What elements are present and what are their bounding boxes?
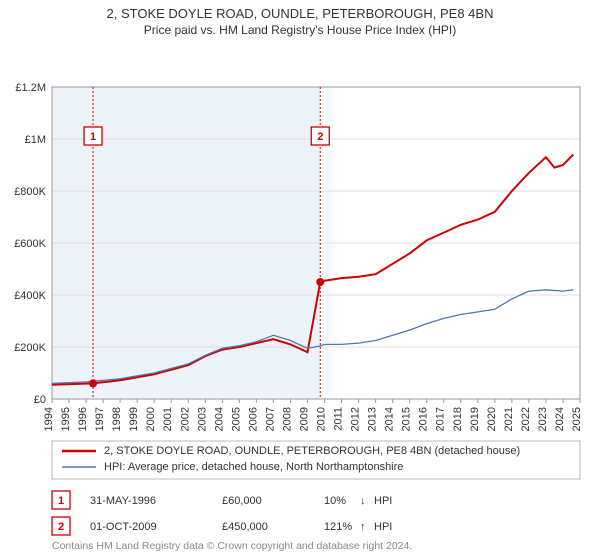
x-tick-label: 2005: [230, 407, 242, 431]
x-tick-label: 2017: [435, 407, 447, 431]
x-tick-label: 2007: [264, 407, 276, 431]
y-tick-label: £0: [34, 394, 46, 406]
sale-marker-number: 2: [317, 131, 323, 143]
legend-label: HPI: Average price, detached house, Nort…: [104, 461, 403, 473]
sale-delta: 10%: [324, 495, 346, 507]
sale-row-number: 2: [58, 521, 64, 533]
x-tick-label: 2002: [179, 407, 191, 431]
sale-row-number: 1: [58, 495, 64, 507]
sale-marker-number: 1: [90, 131, 96, 143]
x-tick-label: 2012: [350, 407, 362, 431]
y-tick-label: £800K: [14, 186, 46, 198]
sale-direction-icon: ↓: [360, 495, 366, 507]
x-tick-label: 2004: [213, 407, 225, 431]
sale-direction-icon: ↑: [360, 521, 366, 533]
y-tick-label: £600K: [14, 238, 46, 250]
sale-date: 31-MAY-1996: [90, 495, 156, 507]
legend-label: 2, STOKE DOYLE ROAD, OUNDLE, PETERBOROUG…: [104, 445, 520, 457]
x-tick-label: 2016: [418, 407, 430, 431]
chart-title: 2, STOKE DOYLE ROAD, OUNDLE, PETERBOROUG…: [0, 6, 600, 21]
x-tick-label: 2025: [571, 407, 583, 431]
footer-line: Contains HM Land Registry data © Crown c…: [52, 540, 412, 552]
price-chart: £0 £200K £400K £600K £800K £1M £1.2M 1994 1995 19…: [0, 37, 600, 552]
x-tick-label: 1997: [94, 407, 106, 431]
x-tick-label: 2022: [520, 407, 532, 431]
price-chart-container: { "header": { "title": "2, STOKE DOYLE R…: [0, 0, 600, 560]
x-tick-label: 2009: [298, 407, 310, 431]
y-tick-label: £200K: [14, 342, 46, 354]
x-tick-label: 2003: [196, 407, 208, 431]
x-tick-label: 1999: [128, 407, 140, 431]
sale-row: 31-MAY-1996 £60,000 10% ↓ HPI: [90, 495, 392, 507]
x-tick-label: 2014: [384, 407, 396, 431]
y-tick-label: £1.2M: [15, 82, 46, 94]
x-tick-label: 1998: [111, 407, 123, 431]
x-tick-label: 2013: [367, 407, 379, 431]
x-tick-label: 2020: [486, 407, 498, 431]
sale-row: 01-OCT-2009 £450,000 121% ↑ HPI: [90, 521, 392, 533]
x-tick-label: 2010: [316, 407, 328, 431]
chart-header: 2, STOKE DOYLE ROAD, OUNDLE, PETERBOROUG…: [0, 0, 600, 37]
x-tick-label: 2006: [247, 407, 259, 431]
x-tick-label: 2000: [145, 407, 157, 431]
sale-vs: HPI: [374, 521, 392, 533]
sale-marker-dot: [316, 278, 324, 286]
x-tick-label: 1996: [77, 407, 89, 431]
x-tick-label: 2008: [281, 407, 293, 431]
y-tick-label: £400K: [14, 290, 46, 302]
chart-footer: Contains HM Land Registry data © Crown c…: [52, 540, 412, 552]
sale-vs: HPI: [374, 495, 392, 507]
y-tick-label: £1M: [25, 134, 46, 146]
x-tick-label: 1995: [60, 407, 72, 431]
chart-subtitle: Price paid vs. HM Land Registry's House …: [0, 23, 600, 37]
x-tick-label: 1994: [43, 407, 55, 431]
x-tick-label: 2023: [537, 407, 549, 431]
x-tick-label: 2024: [554, 407, 566, 431]
x-tick-label: 2019: [469, 407, 481, 431]
sale-marker-dot: [89, 379, 97, 387]
x-tick-label: 2018: [452, 407, 464, 431]
sale-price: £450,000: [222, 521, 268, 533]
x-tick-label: 2011: [333, 407, 345, 431]
sale-date: 01-OCT-2009: [90, 521, 157, 533]
x-tick-label: 2001: [162, 407, 174, 431]
x-tick-label: 2015: [401, 407, 413, 431]
sale-delta: 121%: [324, 521, 352, 533]
x-tick-label: 2021: [503, 407, 515, 431]
sale-price: £60,000: [222, 495, 262, 507]
